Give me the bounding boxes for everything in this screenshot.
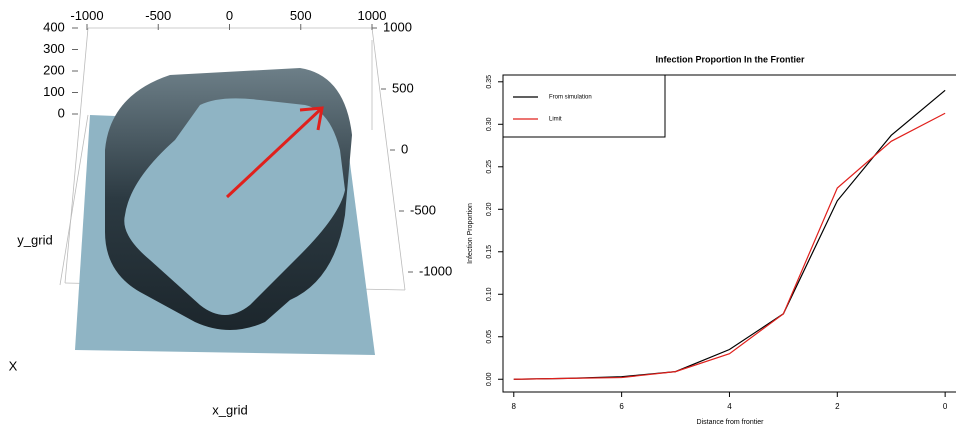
tick-label: 100 <box>43 84 65 99</box>
y-tick-label: 0.05 <box>486 330 493 344</box>
tick-label: 0 <box>58 105 65 120</box>
tick-label: -500 <box>145 8 171 23</box>
tick-label: 0 <box>401 141 408 156</box>
plot-frame <box>502 74 956 393</box>
y-tick-label: 0.10 <box>486 287 493 301</box>
arrow-shaft <box>225 106 324 199</box>
surface-floor <box>124 98 346 315</box>
legend-label: Limit <box>549 117 562 123</box>
axis-label: X <box>9 358 18 373</box>
tick-label: -1000 <box>419 263 452 278</box>
tick-label: 0 <box>226 8 233 23</box>
axis-label: x_grid <box>212 402 247 417</box>
tick-label: 1000 <box>358 8 387 23</box>
series-line <box>513 112 946 380</box>
legend-label: From simulation <box>549 95 592 101</box>
tick-label: -500 <box>410 202 436 217</box>
box-edge <box>59 114 89 286</box>
x-tick-label: 0 <box>943 402 948 411</box>
tick-label: 400 <box>43 19 65 34</box>
y-axis-label: Infection Proportion <box>467 203 474 264</box>
tick-label: -1000 <box>70 8 103 23</box>
tick-label: 300 <box>43 41 65 56</box>
x-tick-label: 8 <box>512 402 517 411</box>
y-tick-label: 0.20 <box>486 202 493 216</box>
x-tick-label: 2 <box>835 402 840 411</box>
tick-label: 1000 <box>383 19 412 34</box>
y-tick-label: 0.25 <box>486 160 493 174</box>
arrow-head <box>299 106 324 131</box>
y-tick-label: 0.30 <box>486 117 493 131</box>
y-tick-label: 0.00 <box>486 372 493 386</box>
box-edge <box>371 27 406 291</box>
axis-label: y_grid <box>17 232 52 247</box>
tick-label: 500 <box>290 8 312 23</box>
x-tick-label: 6 <box>619 402 624 411</box>
box-edge <box>64 27 89 284</box>
y-tick-label: 0.15 <box>486 245 493 259</box>
tick-label: 500 <box>392 80 414 95</box>
tick-label: 200 <box>43 62 65 77</box>
legend-box <box>502 74 666 138</box>
y-tick-label: 0.35 <box>486 75 493 89</box>
x-tick-label: 4 <box>727 402 732 411</box>
chart-title: Infection Proportion In the Frontier <box>656 54 805 64</box>
x-axis-label: Distance from frontier <box>697 419 765 426</box>
